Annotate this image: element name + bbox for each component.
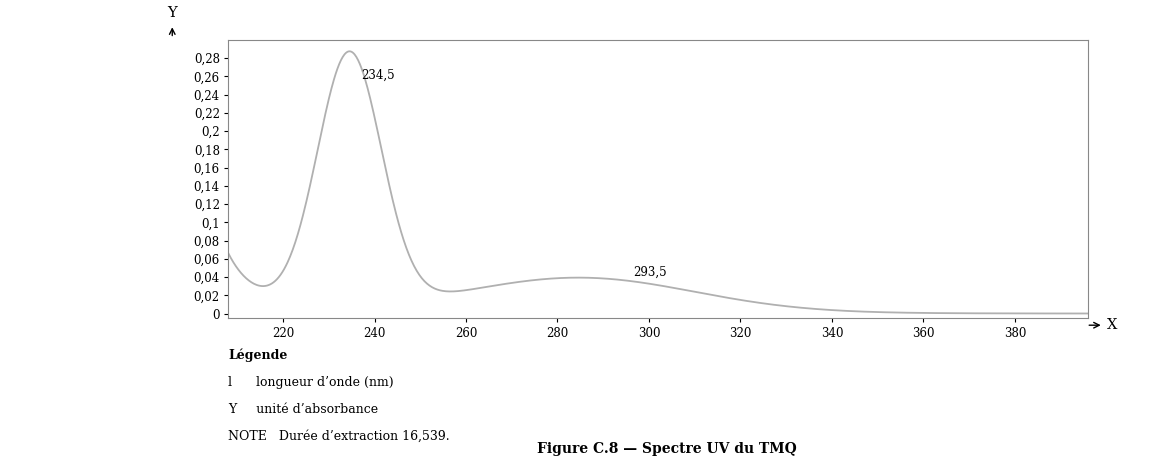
Text: Légende: Légende [228, 349, 288, 362]
Text: Figure C.8 — Spectre UV du TMQ: Figure C.8 — Spectre UV du TMQ [537, 442, 797, 456]
Text: Y     unité d’absorbance: Y unité d’absorbance [228, 403, 378, 416]
Text: 293,5: 293,5 [633, 266, 667, 279]
Text: Y: Y [167, 6, 177, 20]
Text: X: X [1107, 318, 1117, 332]
Text: 234,5: 234,5 [360, 69, 394, 82]
Text: l      longueur d’onde (nm): l longueur d’onde (nm) [228, 376, 394, 389]
Text: NOTE   Durée d’extraction 16,539.: NOTE Durée d’extraction 16,539. [228, 430, 449, 443]
